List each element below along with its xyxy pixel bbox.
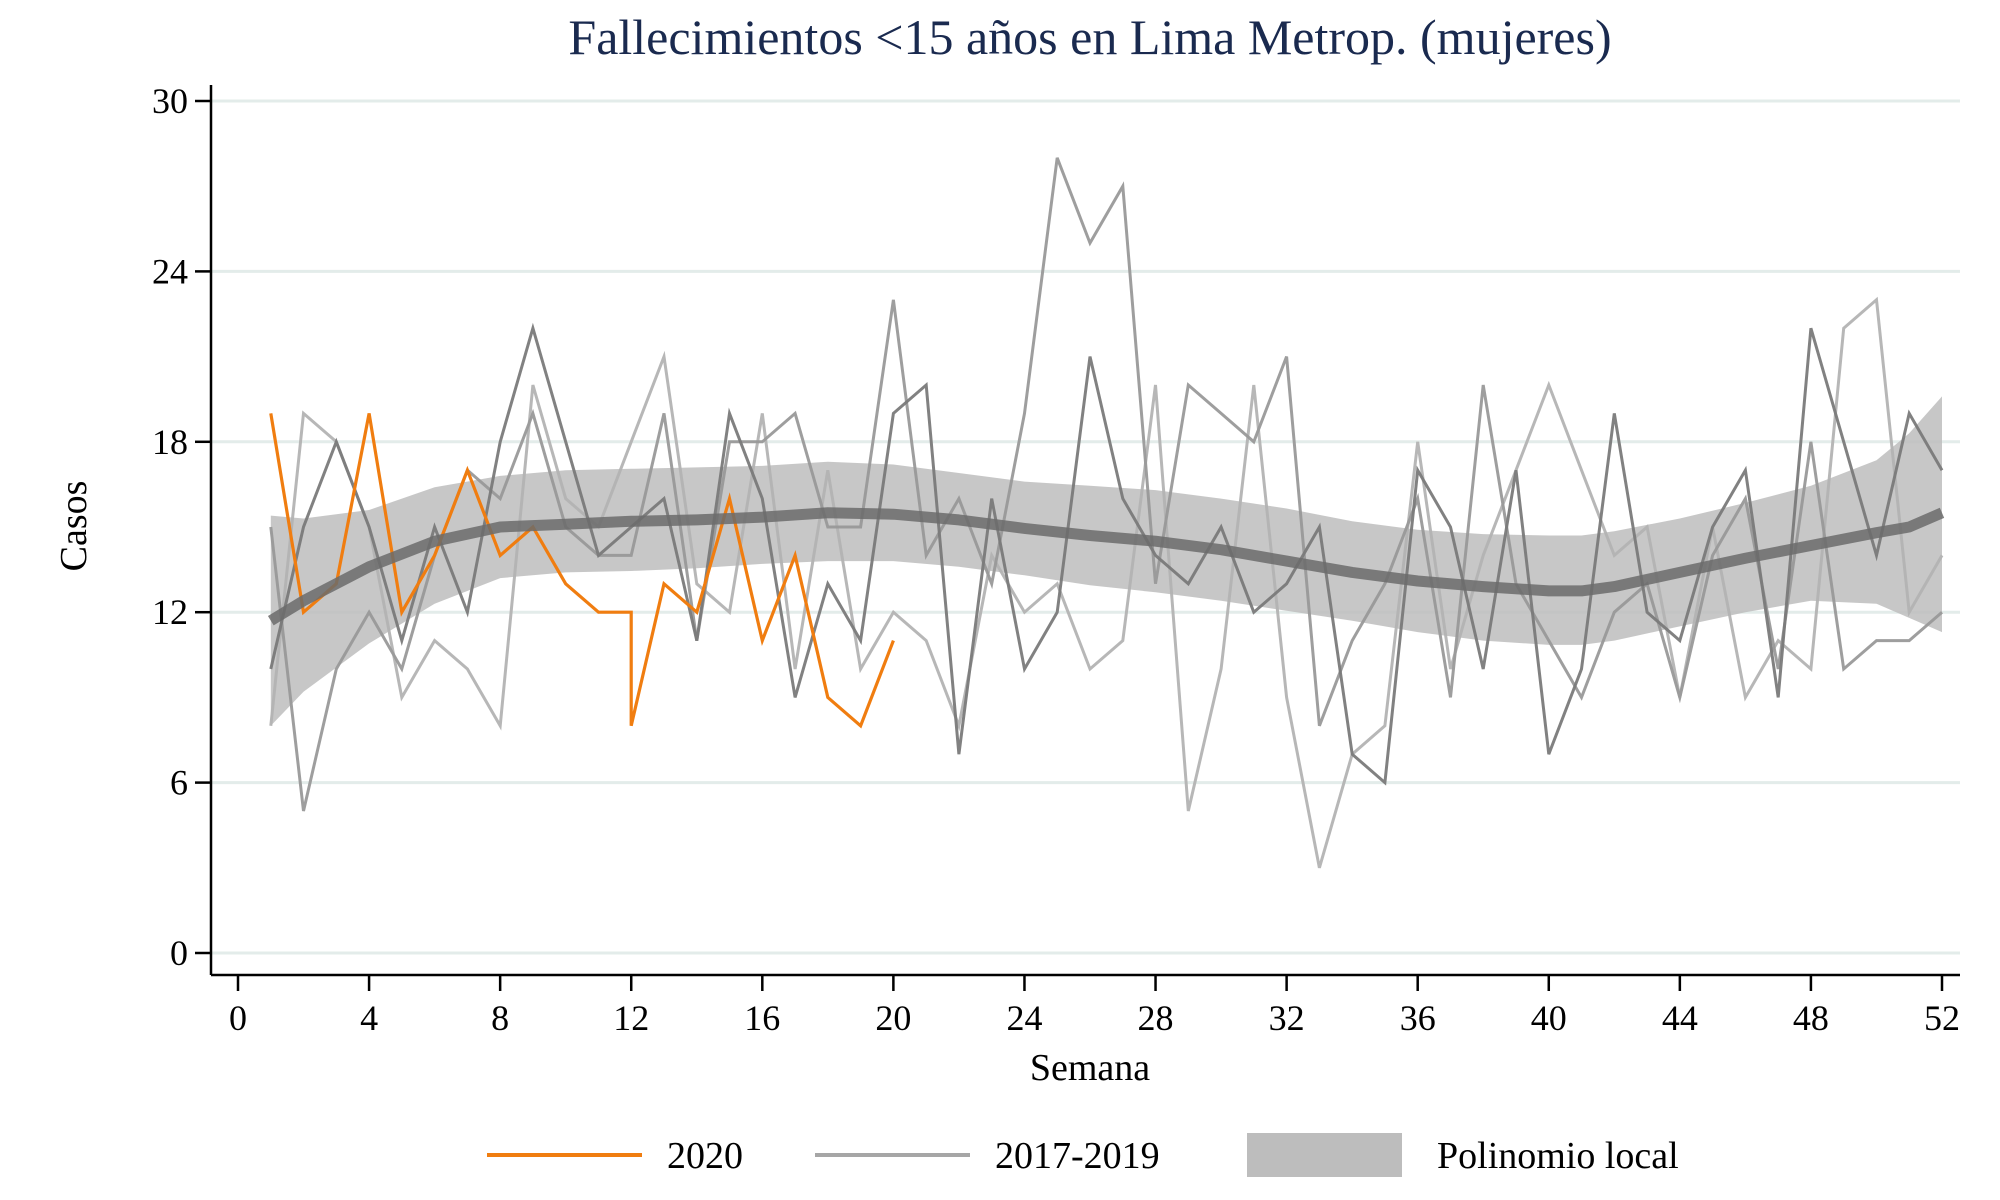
series-layer xyxy=(269,157,1944,869)
y-tick-label-0: 0 xyxy=(170,933,188,973)
grid-lines xyxy=(211,99,1960,955)
x-tick-label-32: 32 xyxy=(1269,998,1305,1038)
x-tick-label-20: 20 xyxy=(875,998,911,1038)
x-tick-label-44: 44 xyxy=(1662,998,1698,1038)
legend: 2020 2017-2019 Polinomio local xyxy=(487,1133,1679,1177)
x-tick-label-28: 28 xyxy=(1138,998,1174,1038)
x-tick-label-48: 48 xyxy=(1793,998,1829,1038)
y-tick-label-18: 18 xyxy=(152,422,188,462)
legend-swatch-2 xyxy=(1247,1133,1402,1177)
x-tick-label-16: 16 xyxy=(744,998,780,1038)
x-tick-label-36: 36 xyxy=(1400,998,1436,1038)
series-line-2020 xyxy=(269,413,895,729)
legend-label-1: 2017-2019 xyxy=(995,1135,1160,1177)
x-tick-label-8: 8 xyxy=(491,998,509,1038)
y-ticks: 0 6 12 18 24 30 xyxy=(152,81,211,973)
fit-line xyxy=(267,507,1945,626)
x-tick-label-12: 12 xyxy=(613,998,649,1038)
y-tick-label-6: 6 xyxy=(170,763,188,803)
x-tick-label-52: 52 xyxy=(1924,998,1960,1038)
y-tick-label-12: 12 xyxy=(152,592,188,632)
x-tick-label-40: 40 xyxy=(1531,998,1567,1038)
x-tick-label-4: 4 xyxy=(360,998,378,1038)
x-tick-label-0: 0 xyxy=(229,998,247,1038)
series-line-historical-3 xyxy=(269,322,1944,786)
x-axis-label: Semana xyxy=(1030,1047,1150,1089)
chart-title: Fallecimientos <15 años en Lima Metrop. … xyxy=(568,9,1611,65)
y-tick-label-30: 30 xyxy=(152,81,188,121)
x-ticks: 0 4 8 12 16 20 24 28 32 36 40 44 48 52 xyxy=(229,975,1960,1038)
fit-line-layer xyxy=(267,507,1945,626)
legend-label-2: Polinomio local xyxy=(1437,1135,1679,1177)
legend-label-0: 2020 xyxy=(667,1135,743,1177)
series-line-historical-1 xyxy=(269,296,1944,869)
x-tick-label-24: 24 xyxy=(1006,998,1042,1038)
confidence-band xyxy=(270,396,1942,726)
confidence-band-layer xyxy=(270,396,1942,726)
y-axis-label: Casos xyxy=(53,481,95,572)
series-line-historical-2 xyxy=(269,157,1943,812)
y-tick-label-24: 24 xyxy=(152,251,188,291)
